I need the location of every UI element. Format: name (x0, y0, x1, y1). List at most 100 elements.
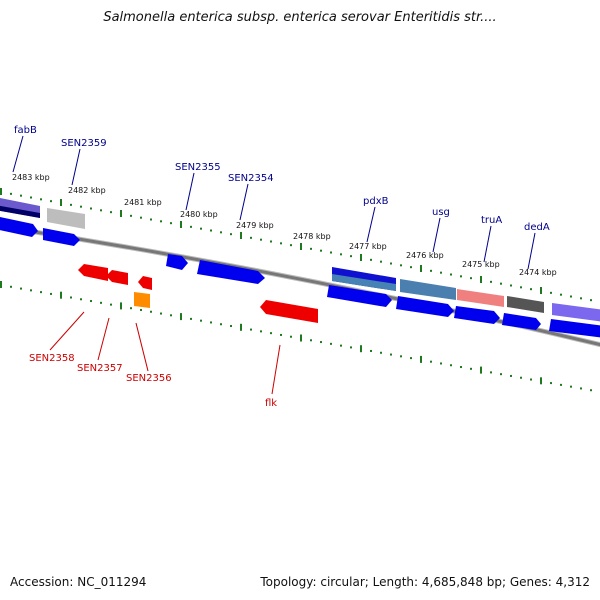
scale-tick-major (0, 281, 2, 288)
scale-dot (200, 319, 202, 322)
scale-dot (520, 376, 522, 379)
gene-label-flk[interactable]: flk (265, 398, 277, 409)
scale-dot (250, 236, 252, 239)
scale-dot (190, 317, 192, 320)
scale-dot (470, 277, 472, 280)
lower-scale-track (0, 281, 592, 392)
kbp-label: 2475 kbp (462, 260, 500, 269)
gene-label-SEN2355[interactable]: SEN2355 (175, 162, 221, 173)
gene-block[interactable] (332, 274, 396, 291)
scale-tick-major (360, 345, 362, 353)
scale-dot (510, 284, 512, 287)
forward-leaders (12, 135, 536, 270)
scale-dot (330, 251, 332, 254)
scale-dot (310, 339, 312, 342)
scale-dot (90, 300, 92, 303)
gene-arrow[interactable] (78, 264, 108, 281)
scale-dot (250, 328, 252, 331)
scale-dot (210, 229, 212, 232)
gene-block[interactable] (507, 296, 544, 313)
gene-arrow[interactable] (166, 254, 188, 270)
upper-scale-track (0, 188, 592, 302)
scale-dot (80, 205, 82, 208)
gene-label-fabB[interactable]: fabB (14, 125, 37, 136)
scale-dot (500, 373, 502, 376)
scale-dot (70, 296, 72, 299)
scale-dot (150, 310, 152, 313)
scale-dot (10, 285, 12, 288)
gene-block[interactable] (47, 208, 85, 229)
scale-dot (290, 244, 292, 247)
gene-label-SEN2354[interactable]: SEN2354 (228, 173, 274, 184)
gene-block[interactable] (552, 303, 600, 322)
scale-tick-major (240, 323, 242, 331)
scale-dot (440, 362, 442, 365)
gene-label-truA[interactable]: truA (481, 215, 502, 226)
scale-tick-major (540, 287, 542, 294)
scale-dot (220, 231, 222, 234)
scale-dot (410, 266, 412, 269)
scale-dot (160, 312, 162, 315)
scale-dot (190, 225, 192, 228)
gene-arrow[interactable] (327, 285, 392, 307)
gene-block[interactable] (457, 289, 504, 307)
gene-arrow[interactable] (454, 306, 500, 324)
gene-arrow[interactable] (396, 296, 454, 317)
accession-label: Accession: NC_011294 (10, 575, 147, 589)
scale-tick-major (60, 199, 62, 206)
scale-dot (290, 335, 292, 338)
scale-dot (450, 273, 452, 276)
scale-dot (550, 291, 552, 294)
gene-arrow[interactable] (134, 292, 150, 308)
scale-dot (210, 321, 212, 324)
scale-dot (30, 289, 32, 292)
scale-dot (340, 253, 342, 256)
scale-dot (470, 367, 472, 370)
scale-dot (560, 293, 562, 296)
gene-label-usg[interactable]: usg (432, 207, 450, 218)
gene-block[interactable] (400, 279, 456, 300)
gene-label-SEN2358[interactable]: SEN2358 (29, 353, 75, 364)
gene-arrow[interactable] (260, 300, 318, 323)
gene-label-dedA[interactable]: dedA (524, 222, 550, 233)
scale-dot (140, 216, 142, 219)
gene-arrow[interactable] (106, 270, 128, 285)
scale-dot (530, 288, 532, 291)
scale-dot (50, 292, 52, 295)
gene-label-SEN2356[interactable]: SEN2356 (126, 373, 172, 384)
gene-arrow[interactable] (138, 276, 152, 290)
scale-dot (170, 314, 172, 317)
gene-arrow[interactable] (502, 313, 541, 330)
genome-title: Salmonella enterica subsp. enterica sero… (103, 10, 497, 25)
gene-block[interactable] (0, 205, 40, 218)
scale-tick-major (300, 243, 302, 250)
scale-dot (230, 233, 232, 236)
scale-tick-major (480, 276, 482, 283)
scale-dot (10, 192, 12, 195)
gene-arrow[interactable] (549, 319, 600, 338)
gene-arrow[interactable] (197, 260, 265, 284)
reverse-labels: SEN2358 SEN2357 SEN2356 flk (29, 353, 277, 409)
gene-arrow[interactable] (0, 216, 38, 237)
scale-tick-major (60, 291, 62, 299)
scale-tick-major (360, 254, 362, 261)
scale-dot (150, 218, 152, 221)
scale-dot (270, 332, 272, 335)
scale-dot (30, 196, 32, 199)
forward-gene-blocks (0, 198, 600, 322)
gene-label-SEN2357[interactable]: SEN2357 (77, 363, 123, 374)
scale-dot (380, 260, 382, 263)
kbp-labels: 2483 kbp 2482 kbp 2481 kbp 2480 kbp 2479… (12, 173, 557, 277)
scale-dot (320, 249, 322, 252)
scale-dot (70, 203, 72, 206)
gene-label-pdxB[interactable]: pdxB (363, 196, 389, 207)
gene-arrow[interactable] (43, 228, 80, 246)
kbp-label: 2478 kbp (293, 232, 331, 241)
scale-dot (80, 298, 82, 301)
scale-tick-major (240, 232, 242, 239)
scale-dot (350, 346, 352, 349)
gene-label-SEN2359[interactable]: SEN2359 (61, 138, 107, 149)
scale-dot (200, 227, 202, 230)
scale-dot (90, 207, 92, 210)
